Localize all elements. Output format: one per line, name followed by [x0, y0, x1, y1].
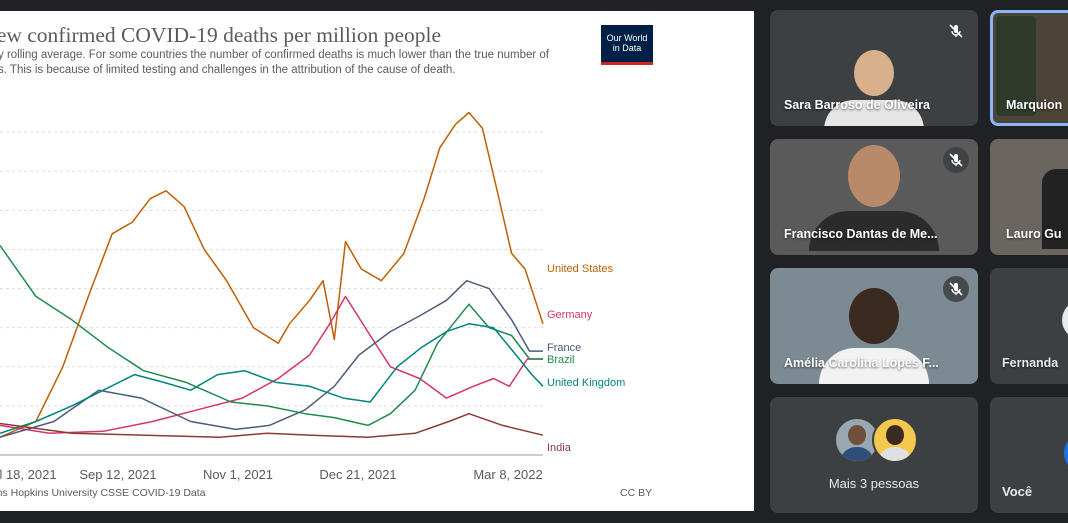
participant-tile-3[interactable]: Francisco Dantas de Me... — [770, 139, 978, 255]
series-line-brazil[interactable] — [0, 245, 543, 427]
participant-name: Amélia Carolina Lopes F... — [784, 356, 939, 370]
series-label-france: France — [547, 342, 581, 354]
participant-tile-5[interactable]: Amélia Carolina Lopes F... — [770, 268, 978, 384]
self-tile[interactable]: Você — [990, 397, 1068, 513]
screen-share-view: ily new confirmed COVID-19 deaths per mi… — [0, 11, 754, 511]
chart-subtitle-line2: s. This is because of limited testing an… — [0, 63, 456, 76]
series-label-united-states: United States — [547, 263, 614, 275]
participant-tile-4[interactable]: Lauro Gu — [990, 139, 1068, 255]
chart-license: CC BY — [620, 487, 653, 499]
more-people-label: Mais 3 pessoas — [828, 476, 920, 491]
owid-logo: Our World in Data — [601, 25, 653, 65]
self-label: Você — [1002, 484, 1033, 499]
participant-video — [819, 288, 929, 384]
series-label-germany: Germany — [547, 309, 593, 321]
chart-source: e: Johns Hopkins University CSSE COVID-1… — [0, 487, 206, 499]
participant-video — [1042, 169, 1068, 249]
more-participants-tile[interactable]: Mais 3 pessoas — [770, 397, 978, 513]
logo-line1: Our World — [606, 33, 648, 43]
series-line-united-kingdom[interactable] — [0, 323, 544, 435]
x-tick-label-5: Mar 8, 2022 — [473, 467, 542, 482]
x-tick-label-1: l 18, 2021 — [0, 467, 57, 482]
x-tick-label-4: Dec 21, 2021 — [319, 467, 396, 482]
logo-line2: in Data — [612, 43, 642, 53]
series-label-india: India — [547, 442, 572, 454]
participant-tile-6[interactable]: Fernanda — [990, 268, 1068, 384]
self-avatar — [1064, 433, 1068, 473]
participant-video — [824, 50, 924, 126]
participant-avatar — [1062, 300, 1068, 340]
participant-name: Fernanda — [1002, 356, 1059, 370]
participant-tile-1[interactable]: Sara Barroso de Oliveira — [770, 10, 978, 126]
mic-off-icon — [943, 18, 969, 44]
chart-title: ily new confirmed COVID-19 deaths per mi… — [0, 23, 442, 47]
chart-subtitle-line1: y rolling average. For some countries th… — [0, 49, 549, 61]
series-line-france[interactable] — [0, 279, 543, 438]
participant-video — [996, 16, 1036, 116]
series-line-india[interactable] — [0, 412, 544, 438]
x-tick-label-3: Nov 1, 2021 — [203, 467, 273, 482]
participant-name: Lauro Gu — [1006, 227, 1062, 241]
line-chart: l 18, 2021 Sep 12, 2021 Nov 1, 2021 Dec 21,… — [0, 111, 625, 482]
chart-subtitle: y rolling average. For some countries th… — [0, 48, 570, 77]
participant-name: Marquion — [1006, 98, 1063, 112]
x-tick-label-2: Sep 12, 2021 — [79, 467, 156, 482]
series-label-united-kingdom: United Kingdom — [547, 377, 625, 389]
participant-name: Francisco Dantas de Me... — [784, 227, 938, 241]
participant-name: Sara Barroso de Oliveira — [784, 98, 930, 112]
mic-off-icon — [943, 147, 969, 173]
avatar — [872, 417, 918, 463]
series-line-united-states[interactable] — [0, 111, 544, 438]
series-line-germany[interactable] — [0, 295, 543, 435]
participant-tile-2[interactable]: Marquion — [990, 10, 1068, 126]
participant-video — [809, 145, 939, 251]
mic-off-icon — [943, 276, 969, 302]
series-label-brazil: Brazil — [547, 354, 575, 366]
